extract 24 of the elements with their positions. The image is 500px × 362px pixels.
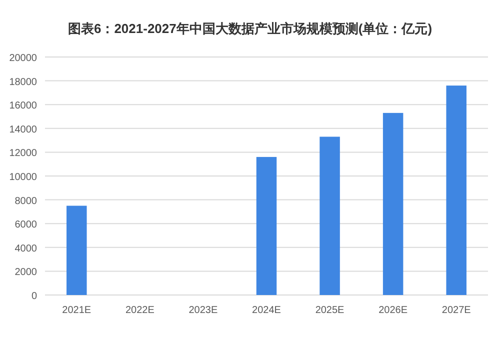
- x-tick-label: 2024E: [252, 305, 282, 316]
- chart-title: 图表6：2021-2027年中国大数据产业市场规模预测(单位：亿元): [68, 21, 432, 36]
- bar: [66, 206, 87, 295]
- x-tick-label: 2025E: [315, 305, 345, 316]
- y-tick-label: 14000: [9, 124, 38, 136]
- y-tick-label: 6000: [14, 220, 38, 231]
- bar: [382, 112, 404, 295]
- y-tick-label: 8000: [14, 196, 38, 207]
- bar: [446, 86, 466, 295]
- bar: [320, 136, 340, 295]
- y-tick-label: 18000: [9, 76, 38, 88]
- x-tick-label: 2026E: [378, 305, 408, 316]
- x-tick-label: 2022E: [125, 305, 155, 316]
- y-tick-label: 10000: [9, 172, 38, 183]
- y-tick-label: 0: [31, 291, 38, 302]
- y-tick-label: 4000: [14, 243, 38, 254]
- bar: [256, 156, 277, 295]
- y-tick-label: 12000: [9, 148, 38, 160]
- x-tick-label: 2027E: [442, 305, 472, 316]
- y-tick-label: 2000: [14, 267, 38, 278]
- x-tick-label: 2021E: [62, 305, 92, 316]
- y-tick-label: 16000: [9, 100, 38, 112]
- x-tick-label: 2023E: [188, 305, 218, 316]
- y-tick-label: 20000: [9, 53, 38, 64]
